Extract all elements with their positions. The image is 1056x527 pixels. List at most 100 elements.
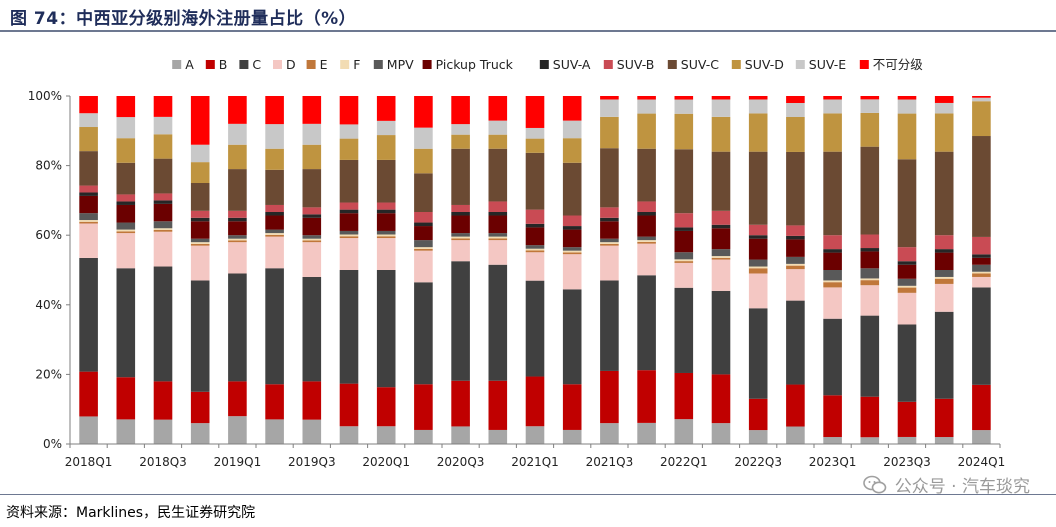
x-tick-label: 2022Q3 bbox=[734, 455, 782, 469]
bar-segment bbox=[860, 234, 880, 249]
y-tick-label: 80% bbox=[35, 159, 62, 173]
bar-segment bbox=[228, 238, 247, 241]
bar-segment bbox=[116, 377, 136, 420]
bar-segment bbox=[228, 242, 247, 274]
x-tick-label: 2018Q1 bbox=[65, 455, 113, 469]
bar-segment bbox=[153, 193, 173, 201]
bar-segment bbox=[339, 202, 359, 210]
bar-segment bbox=[190, 217, 210, 222]
bar-segment bbox=[190, 96, 210, 145]
bar-segment bbox=[748, 113, 768, 152]
bar-segment bbox=[488, 236, 508, 239]
bar-segment bbox=[190, 221, 210, 239]
legend-label: SUV-D bbox=[745, 57, 784, 72]
bar-segment bbox=[786, 300, 805, 385]
legend-item: Pickup Truck bbox=[422, 57, 514, 72]
bar-segment bbox=[339, 96, 359, 125]
bar-segment bbox=[637, 212, 656, 216]
bar-segment bbox=[488, 429, 508, 444]
bar-segment bbox=[786, 225, 805, 236]
bar-segment bbox=[823, 113, 842, 152]
bar-segment bbox=[711, 228, 731, 250]
x-axis: 2018Q1 2018Q3 2019Q1 2019Q3 2020Q1 2020Q3 2021… bbox=[65, 443, 1005, 469]
legend-item: E bbox=[306, 57, 328, 72]
bar-segment bbox=[339, 236, 359, 239]
bar-segment bbox=[302, 217, 322, 236]
bar-segment bbox=[748, 273, 768, 309]
bar-segment bbox=[562, 229, 582, 248]
bar-stack bbox=[934, 96, 954, 444]
bar-segment bbox=[376, 230, 396, 235]
bar-segment bbox=[488, 238, 508, 241]
bar-segment bbox=[786, 384, 805, 427]
bar-segment bbox=[302, 144, 322, 170]
bar-segment bbox=[897, 324, 917, 402]
bar-segment bbox=[637, 236, 656, 241]
bar-segment bbox=[451, 148, 470, 205]
bar-segment bbox=[302, 235, 322, 239]
bar-segment bbox=[228, 210, 247, 218]
bar-segment bbox=[302, 240, 322, 243]
bar-segment bbox=[302, 207, 322, 215]
bar-segment bbox=[190, 280, 210, 392]
bar-segment bbox=[860, 285, 880, 316]
bar-segment bbox=[674, 261, 694, 263]
bar-segment bbox=[600, 221, 619, 239]
bar-segment bbox=[897, 436, 917, 444]
bar-segment bbox=[488, 212, 508, 216]
y-tick-label: 60% bbox=[35, 228, 62, 242]
bar-segment bbox=[414, 282, 433, 385]
bar-segment bbox=[414, 226, 433, 241]
bar-segment bbox=[265, 229, 284, 234]
bar-segment bbox=[525, 426, 545, 444]
y-tick-label: 20% bbox=[35, 367, 62, 381]
bar-segment bbox=[748, 151, 768, 225]
bar-segment bbox=[711, 96, 731, 100]
bar-segment bbox=[153, 221, 173, 229]
bar-segment bbox=[674, 96, 694, 100]
bar-segment bbox=[265, 124, 284, 149]
bar-segment bbox=[637, 241, 656, 244]
bar-segment bbox=[153, 96, 173, 117]
bar-segment bbox=[265, 215, 284, 230]
bar-segment bbox=[562, 247, 582, 251]
bar-segment bbox=[488, 96, 508, 121]
bar-segment bbox=[228, 169, 247, 211]
bar-segment bbox=[934, 283, 954, 312]
bar-segment bbox=[600, 148, 619, 208]
bar-segment bbox=[451, 124, 470, 135]
bar-segment bbox=[116, 162, 136, 195]
bar-segment bbox=[897, 96, 917, 100]
legend-item: SUV-E bbox=[795, 57, 846, 72]
legend-item: SUV-B bbox=[603, 57, 654, 72]
bar-segment bbox=[302, 242, 322, 277]
bar-segment bbox=[376, 213, 396, 231]
bar-segment bbox=[600, 207, 619, 218]
bar-segment bbox=[562, 250, 582, 253]
bar-segment bbox=[265, 268, 284, 385]
bar-segment bbox=[265, 169, 284, 205]
legend-label: MPV bbox=[387, 57, 414, 72]
bar-segment bbox=[265, 212, 284, 216]
bar-segment bbox=[376, 202, 396, 210]
legend-label: Pickup Truck bbox=[436, 57, 514, 72]
bar-segment bbox=[451, 238, 470, 241]
bar-segment bbox=[79, 213, 98, 221]
bar-segment bbox=[972, 136, 991, 237]
bar-segment bbox=[823, 96, 842, 100]
bar-segment bbox=[451, 233, 470, 237]
bar-segment bbox=[674, 259, 694, 262]
bar-segment bbox=[265, 384, 284, 420]
bar-segment bbox=[414, 429, 433, 444]
bar-segment bbox=[674, 213, 694, 228]
bar-segment bbox=[376, 270, 396, 388]
bar-segment bbox=[562, 226, 582, 230]
bar-segment bbox=[786, 426, 805, 444]
bar-segment bbox=[488, 380, 508, 430]
bar-stack bbox=[153, 96, 173, 444]
bar-segment bbox=[525, 227, 545, 246]
stacked-bar-chart: A B C D E F MPV Pickup Truck SUV-A SUV-B SUV-C SUV-… bbox=[28, 57, 1006, 469]
bar-segment bbox=[934, 278, 954, 284]
bar-segment bbox=[972, 273, 991, 277]
bar-segment bbox=[674, 262, 694, 288]
